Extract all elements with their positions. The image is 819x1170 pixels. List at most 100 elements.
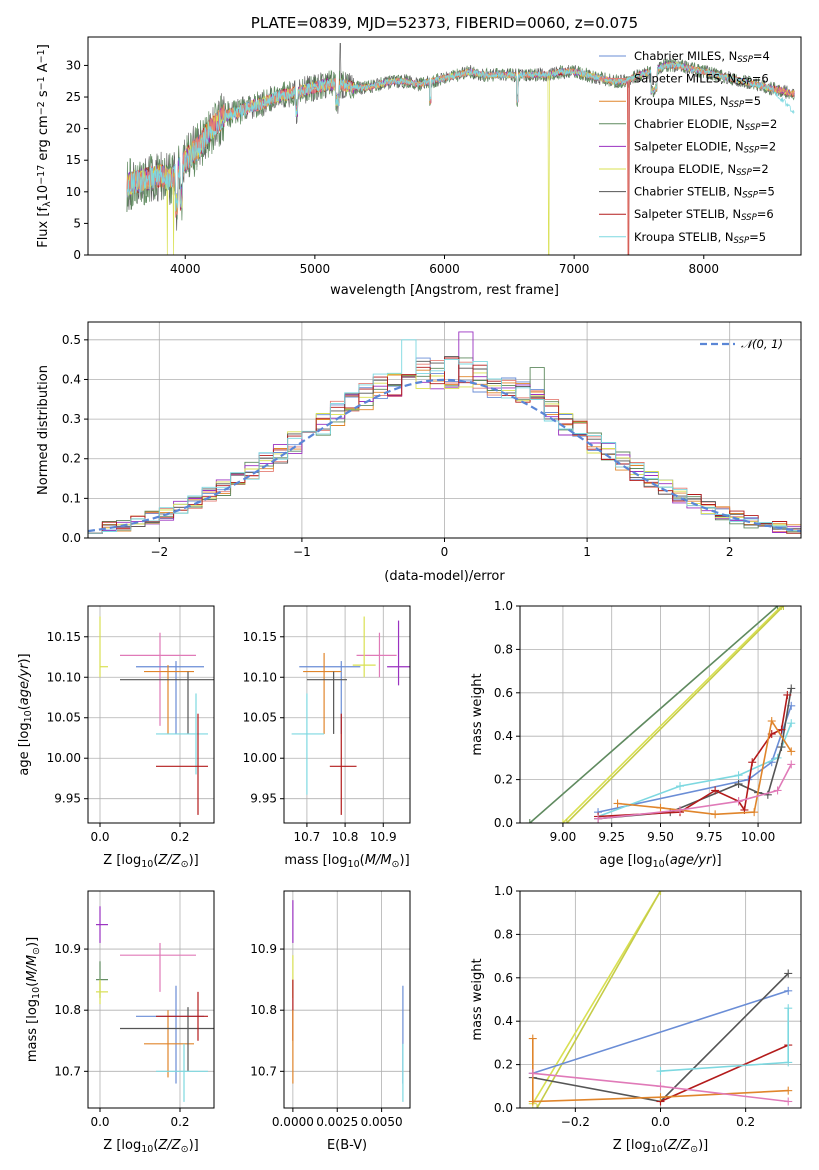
- weight-series-line: [598, 688, 792, 820]
- label-part: −1: [36, 49, 47, 63]
- y-tick-label: 10.7: [250, 1064, 277, 1078]
- x-tick-label: 0: [441, 545, 449, 559]
- weight-series-line: [598, 694, 789, 818]
- label-part: (: [153, 853, 158, 868]
- y-tick-label: 10.8: [250, 1003, 277, 1017]
- data-point: [99, 616, 108, 678]
- data-point: [144, 665, 194, 734]
- data-point: [144, 1010, 194, 1078]
- label-part: )]: [17, 653, 32, 663]
- y-tick-label: 25: [66, 90, 81, 104]
- label-part: 10: [23, 710, 34, 722]
- data-point: [156, 1043, 208, 1102]
- y-tick-label: 10.15: [243, 630, 277, 644]
- legend-text: Chabrier ELODIE, N: [634, 117, 745, 131]
- label-part: age [log: [17, 722, 32, 775]
- histogram-series: [88, 339, 801, 534]
- x-tick-label: 0.0: [90, 1115, 109, 1129]
- x-tick-label: 0.0025: [316, 1115, 358, 1129]
- label-part: Flux [f: [36, 207, 51, 248]
- y-tick-label: 0.2: [494, 773, 513, 787]
- label-part: 10: [348, 859, 360, 870]
- axes-frame: [283, 605, 411, 824]
- chart-title: PLATE=0839, MJD=52373, FIBERID=0060, z=0…: [251, 14, 638, 32]
- label-part: erg cm: [36, 115, 51, 164]
- y-tick-label: 0: [73, 248, 81, 262]
- label-part: −1: [36, 76, 47, 90]
- y-tick-label: 15: [66, 153, 81, 167]
- y-tick-label: 1.0: [494, 599, 513, 613]
- legend-label: Chabrier STELIB, NSSP=5: [634, 185, 775, 201]
- y-tick-label: 0.0: [62, 531, 81, 545]
- x-axis-label: E(B-V): [327, 1138, 367, 1153]
- y-tick-label: 0.2: [494, 1058, 513, 1072]
- label-part: age [log: [599, 853, 652, 868]
- y-axis-label: mass [log10(M/M⊙)]: [25, 937, 42, 1062]
- mass-vs-metallicity-panel: 0.0 0.210.710.810.9Z [log10(Z/Z⊙)]mass [l…: [25, 890, 215, 1155]
- y-tick-label: 10.10: [243, 670, 277, 684]
- x-tick-label: 7000: [559, 262, 590, 276]
- y-tick-label: 0.8: [494, 927, 513, 941]
- label-part: Z/Z: [157, 853, 181, 868]
- y-tick-label: 10.7: [54, 1064, 81, 1078]
- legend-sub: SSP: [744, 146, 760, 156]
- legend-label: Chabrier MILES, NSSP=4: [634, 49, 770, 65]
- x-tick-label: 0.2: [170, 1115, 189, 1129]
- legend-text: Chabrier STELIB, N: [634, 185, 742, 199]
- data-point: [352, 616, 376, 678]
- label-part: M/M: [25, 955, 40, 982]
- legend-suffix: =2: [759, 139, 776, 153]
- legend-label: Salpeter STELIB, NSSP=6: [634, 207, 774, 223]
- data-point: [120, 671, 214, 734]
- legend-sub: SSP: [736, 168, 752, 178]
- legend-suffix: =2: [760, 117, 777, 131]
- axes-frame: [87, 321, 802, 539]
- y-tick-label: 0.6: [494, 686, 513, 700]
- legend-sub: SSP: [745, 123, 761, 133]
- x-tick-label: 9.75: [696, 830, 723, 844]
- axes-frame: [519, 890, 802, 1109]
- y-tick-label: 10.15: [47, 630, 81, 644]
- legend-label: Kroupa STELIB, NSSP=5: [634, 230, 766, 246]
- x-tick-label: 9.50: [647, 830, 674, 844]
- legend-text: Salpeter STELIB, N: [634, 207, 741, 221]
- label-part: M/M: [365, 853, 392, 868]
- data-point: [96, 979, 108, 1005]
- legend-suffix: =6: [752, 72, 769, 86]
- axes-frame: [87, 605, 215, 824]
- label-part: (: [360, 853, 365, 868]
- legend-sub: SSP: [737, 55, 753, 65]
- data-point: [156, 693, 208, 775]
- label-part: Z/Z: [667, 1138, 691, 1153]
- y-tick-label: 10.9: [54, 942, 81, 956]
- y-axis-label: mass weight: [470, 958, 485, 1040]
- data-point: [156, 713, 208, 815]
- x-tick-label: −2: [150, 545, 168, 559]
- data-point: [136, 661, 204, 734]
- mass-vs-extinction-panel: 0.0000 0.0025 0.0050 10.7 10.8 10.9 E(B-V): [250, 890, 411, 1153]
- x-tick-label: 0.0000: [272, 1115, 314, 1129]
- weight-series-line: [566, 606, 784, 823]
- data-point: [329, 713, 357, 815]
- x-axis-label: Z [log10(Z/Z⊙)]: [103, 853, 198, 870]
- y-tick-label: 10.00: [243, 751, 277, 765]
- legend-sub: SSP: [736, 78, 752, 88]
- legend-text: Kroupa STELIB, N: [634, 230, 734, 244]
- legend-suffix: =5: [744, 94, 761, 108]
- age-vs-mass-panel: 10.7 10.8 10.9 9.95 10.00 10.05 10.10 10.15 mass…: [243, 605, 411, 870]
- label-part: s: [36, 90, 51, 101]
- x-tick-label: 10.00: [741, 830, 775, 844]
- label-part: (: [25, 982, 40, 987]
- label-part: )]: [25, 937, 40, 947]
- label-part: −17: [36, 165, 47, 185]
- x-tick-label: 2: [726, 545, 734, 559]
- x-tick-label: 0.2: [736, 1115, 755, 1129]
- y-tick-label: 10: [66, 185, 81, 199]
- y-tick-label: 0.5: [62, 333, 81, 347]
- label-part: )]: [698, 1138, 708, 1153]
- label-part: ⊙: [690, 1144, 698, 1155]
- data-point: [306, 671, 347, 734]
- data-point: [291, 693, 325, 795]
- label-part: ⊙: [392, 859, 400, 870]
